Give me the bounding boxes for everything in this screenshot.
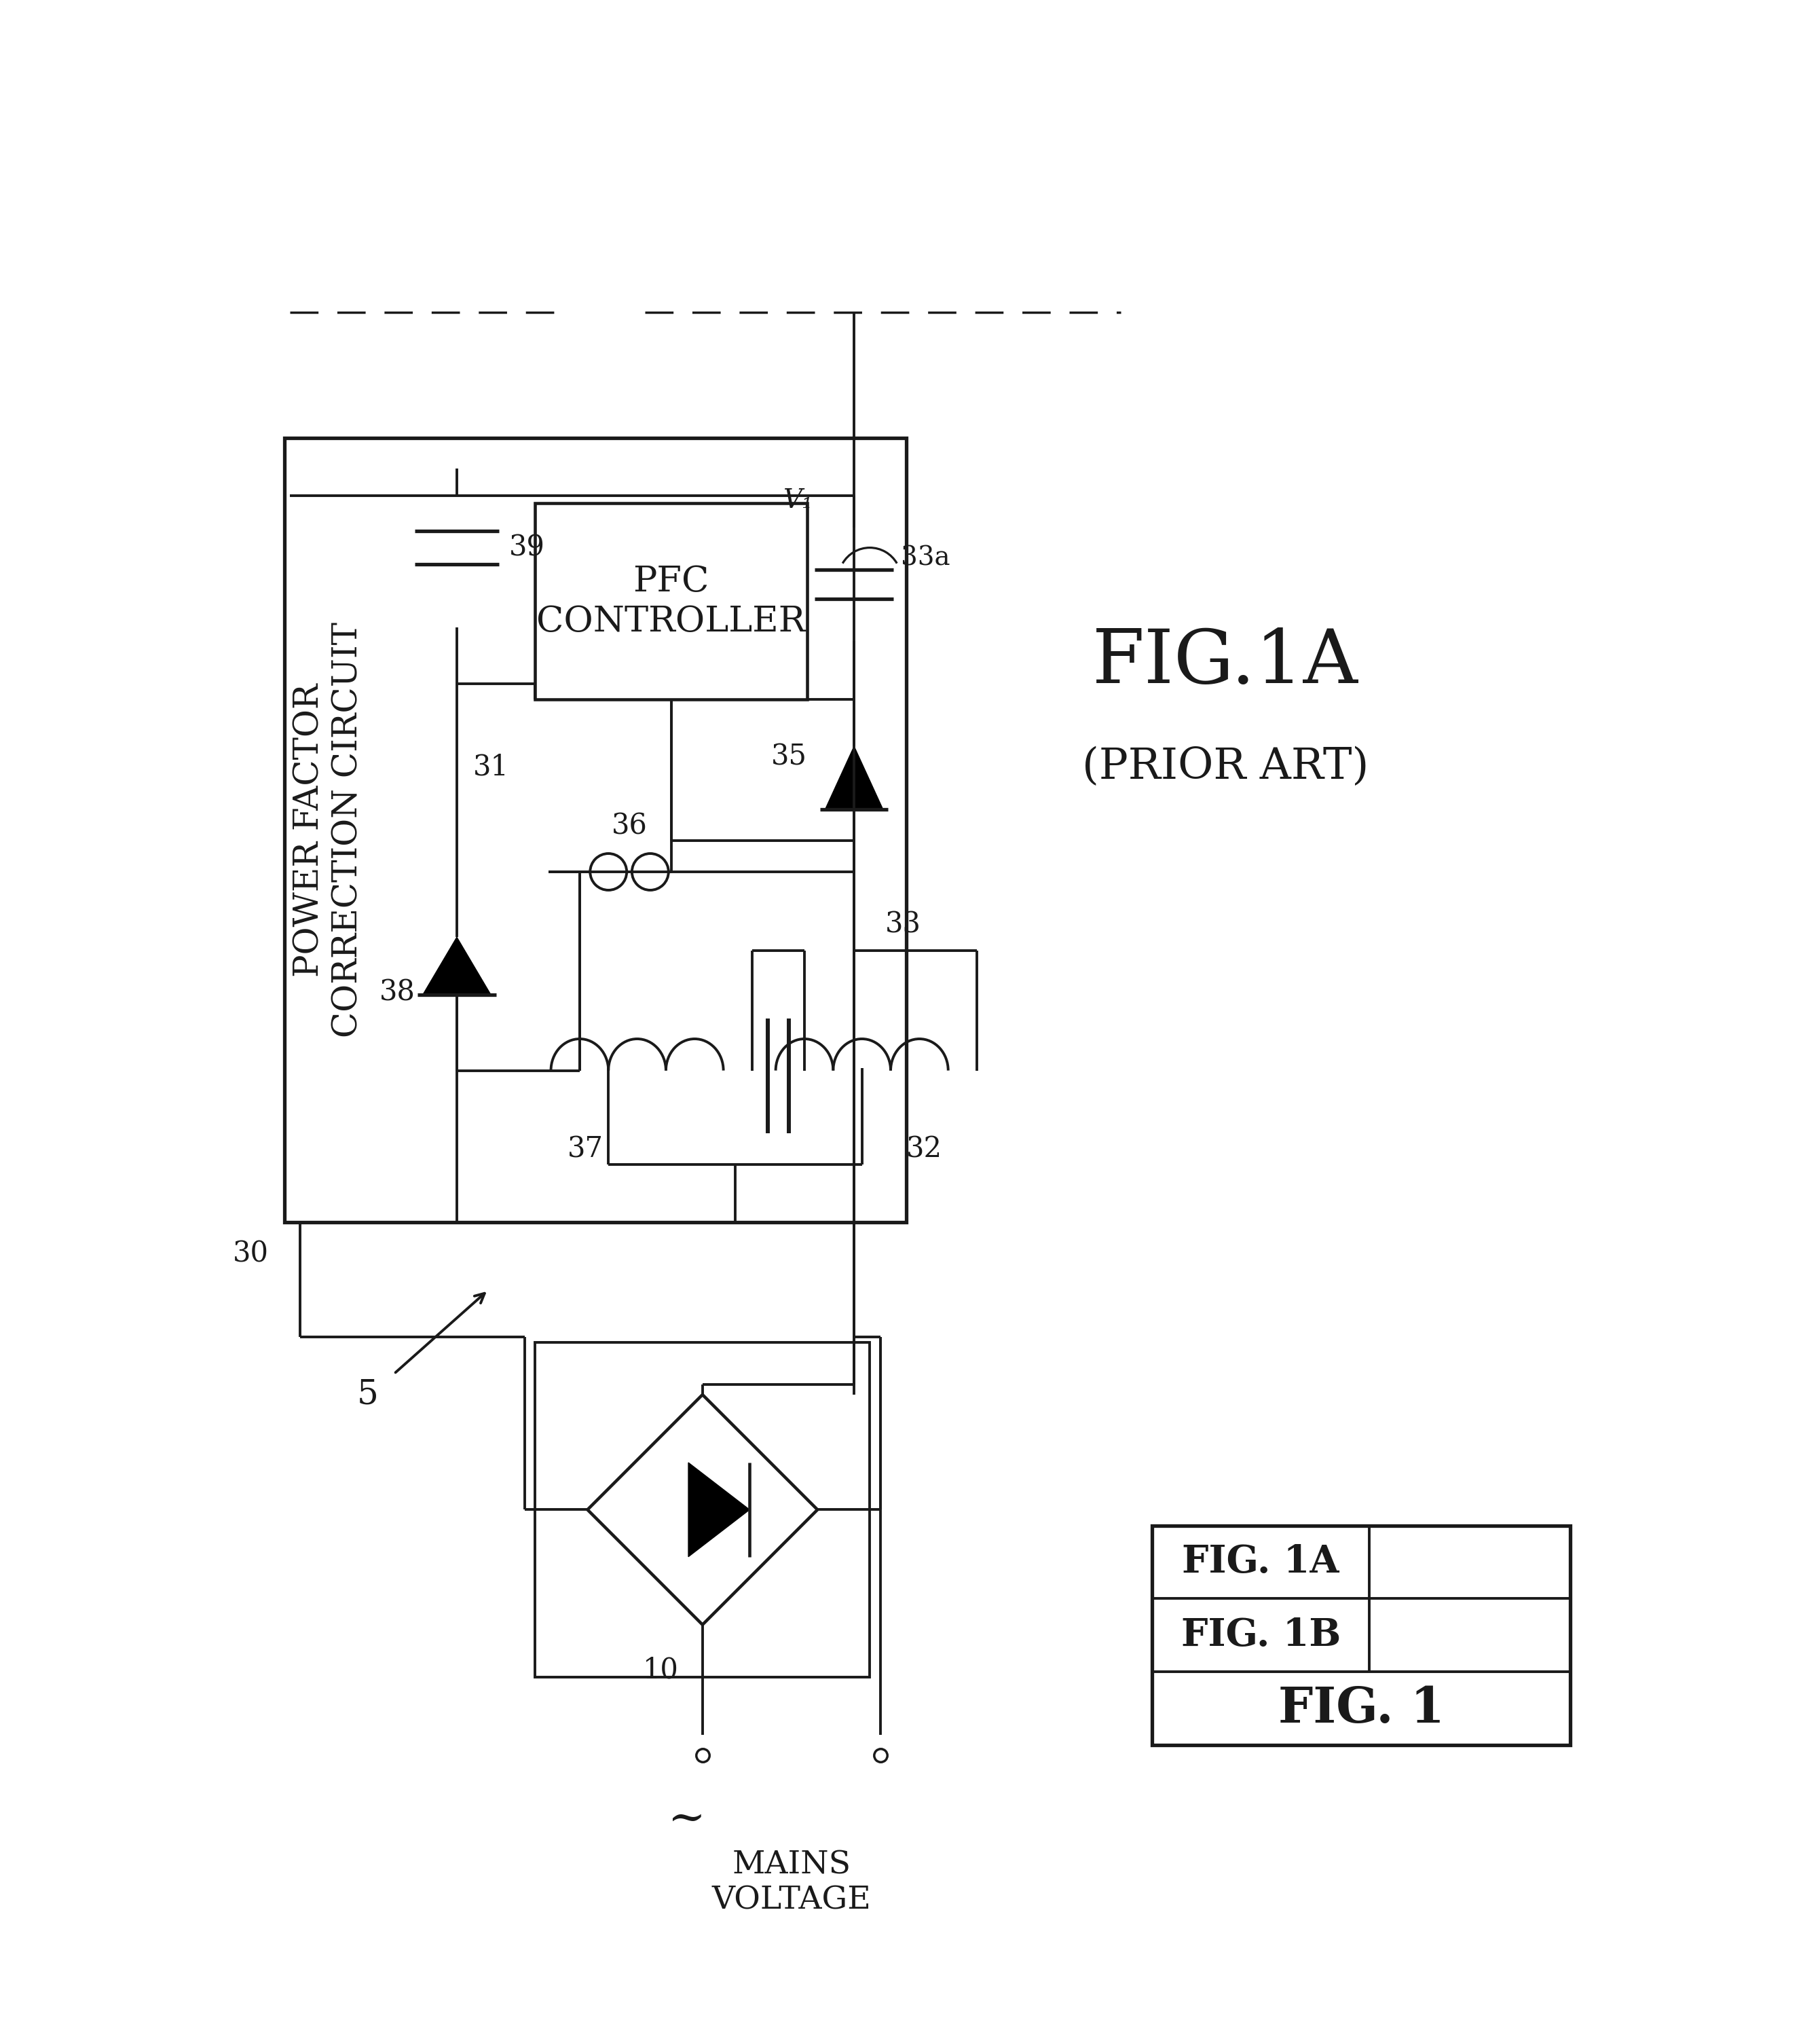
Text: 31: 31 — [473, 754, 510, 782]
Text: FIG. 1B: FIG. 1B — [1181, 1617, 1341, 1654]
Text: 5: 5 — [357, 1377, 379, 1412]
Polygon shape — [688, 1463, 750, 1556]
Text: ~: ~ — [668, 1797, 706, 1841]
Text: 35: 35 — [772, 744, 806, 772]
Text: 39: 39 — [510, 534, 544, 562]
Text: FIG. 1: FIG. 1 — [1278, 1685, 1445, 1731]
Text: 37: 37 — [568, 1135, 602, 1163]
Bar — [284, 438, 906, 1222]
Text: POWER FACTOR
CORRECTION CIRCUIT: POWER FACTOR CORRECTION CIRCUIT — [293, 621, 366, 1037]
Text: 36: 36 — [612, 813, 648, 841]
Text: PFC
CONTROLLER: PFC CONTROLLER — [537, 564, 806, 640]
Polygon shape — [422, 937, 491, 994]
Text: MAINS
VOLTAGE: MAINS VOLTAGE — [712, 1850, 872, 1915]
Text: (PRIOR ART): (PRIOR ART) — [1081, 746, 1369, 788]
Text: 10: 10 — [642, 1656, 679, 1685]
Bar — [535, 503, 806, 699]
Text: FIG.1A: FIG.1A — [1092, 627, 1358, 699]
Text: 30: 30 — [233, 1238, 269, 1267]
Text: 32: 32 — [906, 1135, 943, 1163]
Text: V₁: V₁ — [783, 489, 812, 513]
Text: FIG. 1A: FIG. 1A — [1183, 1544, 1340, 1581]
Text: 38: 38 — [379, 978, 415, 1006]
Bar — [1152, 1526, 1571, 1746]
Bar — [535, 1342, 870, 1676]
Text: 33a: 33a — [901, 546, 950, 570]
Text: 33: 33 — [886, 911, 921, 939]
Polygon shape — [824, 746, 883, 809]
